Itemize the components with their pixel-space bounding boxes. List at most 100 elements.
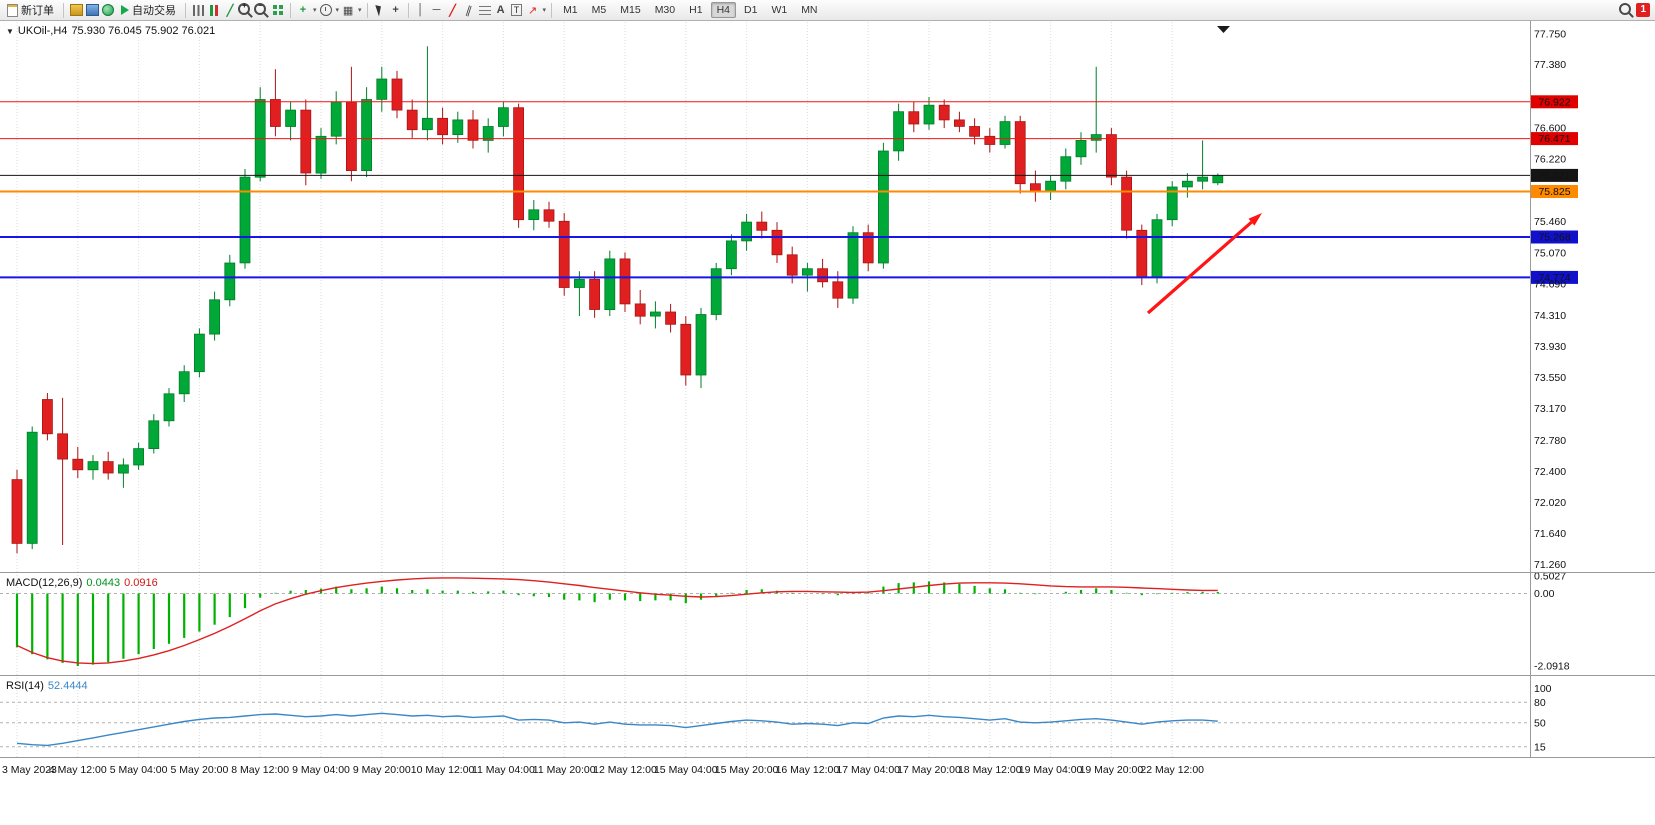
candle bbox=[421, 46, 433, 141]
timeframe-m5-button[interactable]: M5 bbox=[591, 4, 607, 16]
grid-lines bbox=[16, 22, 1173, 757]
chart-collapse-icon[interactable]: ▼ bbox=[6, 26, 14, 36]
candle bbox=[938, 99, 950, 129]
candle bbox=[118, 458, 129, 488]
candle bbox=[1121, 170, 1132, 239]
candlestick-chart-type-icon[interactable] bbox=[208, 4, 220, 16]
navigator-icon[interactable] bbox=[102, 4, 114, 16]
timeframe-m1-button[interactable]: M1 bbox=[563, 4, 578, 16]
auto-trading-button[interactable]: 自动交易 bbox=[117, 1, 180, 19]
macd-signal-line bbox=[16, 577, 1218, 665]
candle bbox=[862, 224, 874, 272]
candle bbox=[771, 222, 783, 263]
timeframe-m15-button[interactable]: M15 bbox=[620, 4, 641, 16]
chart-canvas[interactable]: 76.92276.47176.02175.82575.26874.77477.7… bbox=[0, 21, 1655, 825]
cursor-tool-icon[interactable] bbox=[375, 3, 384, 17]
arrows-caret-icon[interactable]: ▾ bbox=[542, 7, 547, 14]
new-order-icon bbox=[7, 3, 18, 17]
price-label: 77.750 bbox=[1534, 29, 1566, 41]
candle bbox=[1045, 175, 1056, 200]
toolbar-separator bbox=[551, 2, 553, 18]
candle bbox=[345, 66, 357, 182]
candle bbox=[756, 211, 768, 239]
timeframe-m30-button[interactable]: M30 bbox=[654, 4, 676, 16]
candle bbox=[133, 442, 145, 470]
macd-axis-label: 0.5027 bbox=[1534, 571, 1566, 583]
price-label: 72.020 bbox=[1534, 497, 1566, 509]
scroll-anchor-icon[interactable] bbox=[1217, 26, 1230, 33]
candle bbox=[209, 291, 221, 341]
candle bbox=[528, 200, 540, 231]
price-tag-76.471: 76.471 bbox=[1531, 132, 1578, 146]
timeframe-h4-button[interactable]: H4 bbox=[710, 2, 736, 18]
crosshair-tool-icon[interactable]: + bbox=[392, 4, 399, 16]
time-label: 11 May 20:00 bbox=[533, 764, 596, 776]
periods-clock-icon[interactable] bbox=[319, 4, 332, 16]
toolbar-separator bbox=[290, 2, 291, 18]
svg-text:75.825: 75.825 bbox=[1538, 186, 1570, 198]
rsi-axis-label: 80 bbox=[1534, 697, 1546, 709]
templates-caret-icon[interactable]: ▾ bbox=[358, 7, 362, 14]
time-label: 11 May 04:00 bbox=[472, 764, 535, 776]
price-label: 75.070 bbox=[1534, 248, 1566, 260]
zoom-in-icon[interactable]: + bbox=[238, 1, 250, 15]
panel-borders bbox=[0, 21, 1655, 758]
fibonacci-tool-icon[interactable] bbox=[478, 5, 491, 15]
trend-arrow-annotation[interactable] bbox=[1146, 213, 1262, 315]
timeframe-w1-button[interactable]: W1 bbox=[771, 4, 788, 16]
price-label: 73.930 bbox=[1534, 341, 1566, 353]
indicators-add-icon[interactable]: + bbox=[299, 4, 307, 16]
indicators-caret-icon[interactable]: ▾ bbox=[313, 7, 317, 14]
arrows-tool-icon[interactable]: ↗ bbox=[527, 4, 538, 17]
price-label: 77.380 bbox=[1534, 59, 1566, 71]
candle bbox=[163, 388, 175, 427]
candle bbox=[11, 469, 23, 554]
candle bbox=[361, 87, 373, 178]
candle bbox=[467, 110, 479, 149]
candle bbox=[665, 303, 676, 333]
toolbar-separator bbox=[407, 2, 409, 18]
price-label: 72.780 bbox=[1534, 435, 1566, 447]
timeframe-h1-button[interactable]: H1 bbox=[689, 4, 703, 16]
templates-icon[interactable]: ▦ bbox=[342, 4, 354, 17]
tile-windows-icon[interactable] bbox=[272, 4, 277, 9]
time-label: 22 May 12:00 bbox=[1140, 764, 1204, 776]
candle bbox=[406, 99, 418, 138]
text-tool-icon[interactable]: A bbox=[496, 4, 505, 16]
bar-chart-type-icon[interactable] bbox=[192, 4, 204, 16]
price-axis[interactable]: 77.750 77.380 76.600 76.220 75.460 75.070 74.6… bbox=[1534, 29, 1566, 572]
search-icon[interactable] bbox=[1619, 2, 1632, 15]
svg-text:75.268: 75.268 bbox=[1538, 232, 1570, 244]
timeframe-d1-button[interactable]: D1 bbox=[744, 4, 758, 16]
line-chart-type-icon[interactable]: ╱ bbox=[226, 4, 234, 17]
time-label: 17 May 04:00 bbox=[836, 764, 900, 776]
vertical-line-tool-icon[interactable]: │ bbox=[417, 4, 424, 16]
candle bbox=[969, 118, 980, 145]
new-order-button[interactable]: 新订单 bbox=[3, 1, 58, 19]
rsi-axis-label: 50 bbox=[1534, 717, 1546, 729]
price-tag-75.825: 75.825 bbox=[1531, 185, 1578, 198]
periods-caret-icon[interactable]: ▾ bbox=[335, 7, 340, 14]
channel-tool-icon[interactable]: ∥ bbox=[463, 3, 473, 18]
time-label: 16 May 12:00 bbox=[776, 764, 840, 776]
candle bbox=[619, 252, 631, 312]
timeframe-mn-button[interactable]: MN bbox=[801, 4, 818, 16]
toolbar-separator bbox=[63, 2, 64, 18]
candle bbox=[26, 426, 38, 550]
time-label: 10 May 12:00 bbox=[411, 764, 475, 776]
text-label-tool-icon[interactable]: T bbox=[510, 4, 523, 16]
candle bbox=[984, 128, 996, 153]
time-label: 15 May 20:00 bbox=[715, 764, 779, 776]
data-window-icon[interactable] bbox=[85, 4, 99, 16]
notification-badge[interactable]: 1 bbox=[1636, 3, 1650, 17]
new-order-label: 新订单 bbox=[21, 5, 54, 17]
zoom-out-icon[interactable]: − bbox=[254, 1, 266, 15]
price-tag-76.021: 76.021 bbox=[1531, 168, 1578, 182]
time-label: 19 May 20:00 bbox=[1080, 764, 1144, 776]
trendline-tool-icon[interactable]: ╱ bbox=[449, 4, 456, 17]
candle bbox=[1182, 173, 1193, 198]
market-watch-icon[interactable] bbox=[69, 4, 83, 16]
horizontal-line-tool-icon[interactable]: ─ bbox=[432, 4, 441, 16]
chart-window[interactable]: 76.922 76.471 76.021 75.825 75.268 74.774 77.7… bbox=[0, 21, 1655, 825]
